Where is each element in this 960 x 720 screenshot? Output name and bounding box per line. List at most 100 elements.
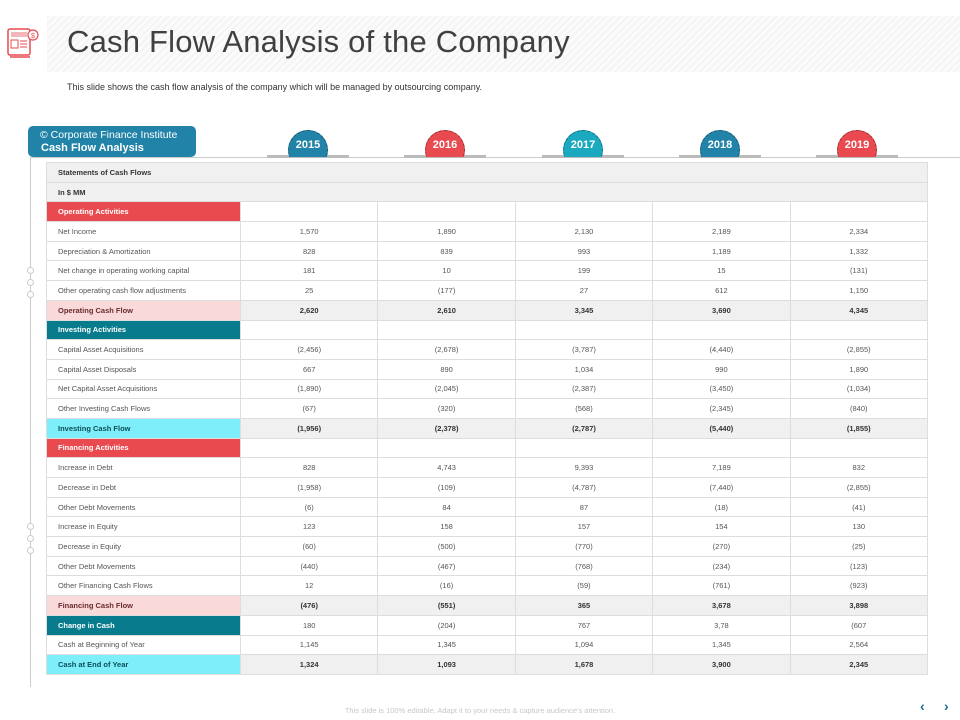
- year-badge-2015: 2015: [288, 130, 328, 157]
- cell-2016: (500): [377, 536, 516, 557]
- cell-2018: (2,345): [652, 398, 791, 419]
- total-row: Financing Cash Flow (476) (551) 365 3,678 3,8…: [46, 595, 929, 616]
- cell-2017: [514, 319, 654, 341]
- row-label: Change in Cash: [46, 614, 241, 636]
- cell-2017: 993: [514, 240, 654, 262]
- cell-2015: (1,956): [239, 417, 379, 439]
- table-row: Decrease in Equity (60) (500) (770) (270) (25…: [46, 536, 929, 557]
- cell-2017: (568): [514, 398, 654, 419]
- cell-2018: 1,189: [652, 240, 791, 262]
- year-badge-2018: 2018: [700, 130, 740, 157]
- cell-2015: (60): [239, 536, 379, 557]
- table-row: Other operating cash flow adjustments 25(…: [46, 280, 929, 301]
- table-row: Increase in Equity 123 158 157 154 130: [46, 516, 929, 538]
- cell-2019: 130: [789, 516, 929, 538]
- source-title: Cash Flow Analysis: [41, 142, 144, 154]
- cell-2017: 9,393: [514, 457, 654, 478]
- year-badge-2019: 2019: [837, 130, 877, 157]
- cell-2019: 2,564: [789, 634, 929, 656]
- cell-2017: 767: [514, 614, 654, 636]
- cell-2019: (2,855): [789, 339, 929, 360]
- row-label: Operating Activities: [46, 201, 241, 223]
- row-label: Investing Cash Flow: [46, 417, 241, 439]
- cell-2016: (551): [377, 595, 516, 616]
- cell-2017: (770): [514, 536, 654, 557]
- cell-2019: (1,855): [789, 417, 929, 439]
- cell-2019: 1,332: [789, 240, 929, 262]
- next-slide-button[interactable]: ›: [944, 698, 949, 714]
- cell-2017: 199: [514, 260, 654, 282]
- cell-2016: 2,610: [377, 299, 516, 321]
- cell-2018: 3,78: [652, 614, 791, 636]
- cell-2019: 4,345: [789, 299, 929, 321]
- cell-2019: [789, 319, 929, 341]
- total-row: Cash at End of Year 1,324 1,093 1,678 3,900 2…: [46, 654, 929, 675]
- cell-2015: 25: [239, 280, 379, 301]
- cell-2018: (270): [652, 536, 791, 557]
- cell-2019: 2,334: [789, 221, 929, 242]
- year-label: 2017: [570, 139, 596, 151]
- cell-2018: 1,345: [652, 634, 791, 656]
- cell-2019: 1,150: [789, 280, 929, 301]
- row-label: Cash at End of Year: [46, 654, 241, 675]
- cell-2019: (41): [789, 496, 929, 518]
- table-row: Capital Asset Acquisitions (2,456) (2,678)…: [46, 339, 929, 360]
- year-badge-2017: 2017: [563, 130, 603, 157]
- table-row: Net Capital Asset Acquisitions (1,890) (2,…: [46, 378, 929, 400]
- row-label: Depreciation & Amortization: [46, 240, 241, 262]
- cell-2015: (6): [239, 496, 379, 518]
- timeline-dot: [27, 547, 34, 554]
- row-label: Net Income: [46, 221, 241, 242]
- cell-2016: 890: [377, 358, 516, 380]
- cell-2015: [239, 437, 379, 459]
- row-label: Financing Cash Flow: [46, 595, 241, 616]
- cell-2019: [789, 437, 929, 459]
- cell-2015: 180: [239, 614, 379, 636]
- cell-2017: 1,034: [514, 358, 654, 380]
- cell-2018: (18): [652, 496, 791, 518]
- total-row: Operating Cash Flow 2,620 2,610 3,345 3,690 4…: [46, 299, 929, 321]
- table-title-row: Statements of Cash Flows: [46, 162, 928, 183]
- row-label: Investing Activities: [46, 319, 241, 341]
- cell-2018: 2,189: [652, 221, 791, 242]
- cell-2015: (440): [239, 555, 379, 577]
- cell-2019: (25): [789, 536, 929, 557]
- cell-2019: 832: [789, 457, 929, 478]
- cell-2019: 2,345: [789, 654, 929, 675]
- cell-2015: 2,620: [239, 299, 379, 321]
- year-badge-2016: 2016: [425, 130, 465, 157]
- cell-2019: (123): [789, 555, 929, 577]
- section-row: Financing Activities: [46, 437, 929, 459]
- cell-2018: [652, 437, 791, 459]
- timeline-dot: [27, 279, 34, 286]
- cell-2015: 1,324: [239, 654, 379, 675]
- table-row: Other Financing Cash Flows 12 (16) (59) (761…: [46, 575, 929, 597]
- row-label: Other Investing Cash Flows: [46, 398, 241, 419]
- cell-2016: (204): [377, 614, 516, 636]
- cell-2018: (5,440): [652, 417, 791, 439]
- cell-2017: (4,787): [514, 477, 654, 498]
- cell-2018: (3,450): [652, 378, 791, 400]
- cell-2016: [377, 319, 516, 341]
- cell-2017: [514, 437, 654, 459]
- cell-2017: 2,130: [514, 221, 654, 242]
- cell-2018: 612: [652, 280, 791, 301]
- row-label: Other Debt Movements: [46, 496, 241, 518]
- cell-2017: (59): [514, 575, 654, 597]
- table-units-row: In $ MM: [46, 181, 928, 203]
- cell-2019: (2,855): [789, 477, 929, 498]
- cell-2016: (109): [377, 477, 516, 498]
- row-label: Decrease in Equity: [46, 536, 241, 557]
- cell-2017: 27: [514, 280, 654, 301]
- row-label: Increase in Debt: [46, 457, 241, 478]
- cell-2019: [789, 201, 929, 223]
- footer-note: This slide is 100% editable. Adapt it to…: [344, 706, 616, 715]
- cell-2017: 87: [514, 496, 654, 518]
- table-row: Cash at Beginning of Year 1,145 1,345 1,094…: [46, 634, 929, 656]
- cell-2019: (607: [789, 614, 929, 636]
- cell-2017: 1,678: [514, 654, 654, 675]
- cell-2016: (177): [377, 280, 516, 301]
- prev-slide-button[interactable]: ‹: [920, 698, 925, 714]
- cell-2015: 667: [239, 358, 379, 380]
- row-label: Net Capital Asset Acquisitions: [46, 378, 241, 400]
